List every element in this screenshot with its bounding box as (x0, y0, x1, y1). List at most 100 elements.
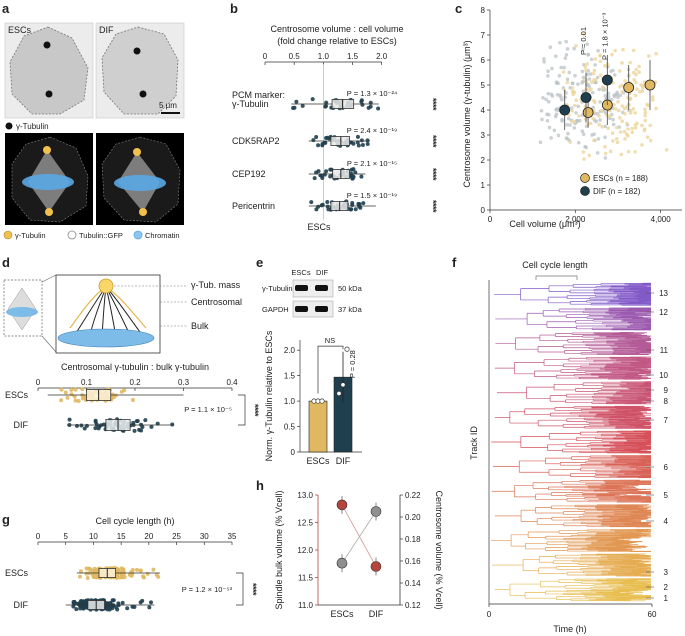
e-col-dif: DIF (316, 268, 329, 277)
b-row-point (328, 174, 333, 179)
c-esc-point (598, 73, 603, 78)
panel-b: Centrosome volume : cell volume (fold ch… (232, 24, 438, 232)
b-marker-label: γ-Tubulin (232, 99, 269, 109)
esc-centrosome-top (43, 146, 51, 154)
b-row-point (359, 174, 364, 179)
c-esc-point (590, 80, 594, 85)
c-esc-point (572, 103, 577, 108)
c-dif-point (595, 151, 600, 155)
g-x-tick-label: 5 (63, 532, 68, 541)
e-ns: NS (325, 336, 335, 345)
c-dif-point (576, 104, 581, 109)
c-esc-point (623, 137, 627, 141)
c-esc-point (642, 128, 647, 133)
g-row-point (130, 604, 135, 609)
c-esc-point (633, 126, 638, 130)
b-row-point (323, 104, 328, 109)
c-esc-point (584, 68, 588, 73)
e-band-gapdh-dif (315, 306, 328, 312)
c-dif-point (559, 95, 563, 100)
e-ylabel: Norm. γ-Tubulin relative to ESCs (264, 330, 274, 461)
c-esc-point (603, 151, 608, 156)
c-esc-point (592, 68, 597, 73)
c-dif-point (549, 136, 553, 140)
c-dif-point (598, 118, 602, 122)
e-y-tick-label: 0 (291, 448, 296, 457)
g-x-tick-label: 20 (144, 532, 153, 541)
c-esc-point (587, 153, 592, 158)
c-esc-point (622, 130, 627, 134)
c-dif-point (544, 97, 548, 102)
c-dif-point (581, 75, 586, 80)
b-stars: **** (428, 135, 438, 148)
f-bracket (535, 275, 578, 280)
b-x-tick-label: 2.0 (376, 52, 388, 61)
f-track-label: 9 (664, 386, 669, 395)
c-dif-point (580, 80, 584, 85)
panel-d: γ-Tub. mass Centrosomal Bulk (3, 274, 242, 354)
e-kda-37: 37 kDa (338, 305, 363, 314)
b-row-point (358, 205, 363, 210)
c-dif-point (583, 144, 587, 149)
g-x-tick-label: 15 (117, 532, 126, 541)
d-row-point (96, 426, 101, 431)
e-blot-gamma (292, 279, 334, 298)
c-dif-point (553, 54, 558, 59)
b-row-point (323, 140, 328, 145)
c-dif-point (545, 112, 549, 116)
d-chart-title: Centrosomal γ-tubulin : bulk γ-tubulin (61, 362, 209, 372)
c-dif-point (588, 72, 593, 76)
c-esc-point (610, 131, 615, 135)
d-row-point (122, 388, 127, 393)
d-row-point (74, 423, 79, 428)
c-dif-point (589, 57, 594, 62)
c-dif-point (556, 81, 560, 86)
e-blot-gapdh (292, 300, 334, 318)
c-esc-point (616, 108, 621, 113)
g-x-tick-label: 25 (172, 532, 181, 541)
c-dif-point (596, 137, 601, 141)
c-esc-point (630, 126, 634, 131)
b-pvalue: P = 2.4 × 10⁻¹⁹ (347, 126, 397, 135)
c-dif-point (565, 77, 570, 82)
esc-cell-outline (9, 26, 89, 115)
c-esc-point (568, 140, 573, 144)
panel-e-chart: 0 0.5 1.0 1.5 2.0 Norm. γ-Tubulin relative to… (264, 330, 362, 466)
b-row-point (365, 141, 370, 146)
c-dif-point (564, 136, 569, 140)
legend-chromatin-swatch (133, 230, 143, 240)
g-row-point (84, 566, 89, 571)
c-dif-point (558, 40, 562, 45)
c-pvalue-2: P = 1.8 × 10⁻³ (600, 12, 609, 60)
d-row-point (73, 398, 78, 403)
c-dif-point (564, 39, 568, 44)
c-dif-point (540, 117, 544, 122)
c-esc-point (593, 57, 598, 61)
b-row-point (325, 199, 330, 204)
panel-letter-d: d (2, 255, 10, 270)
c-dif-point (618, 93, 623, 98)
e-x-label: DIF (336, 456, 351, 466)
c-esc-point (583, 65, 588, 69)
e-col-esc: ESCs (291, 268, 310, 277)
c-esc-point (571, 89, 575, 94)
c-esc-point (588, 121, 593, 126)
b-x-tick-label: 0.5 (289, 52, 301, 61)
g-row-point (116, 601, 121, 606)
h-x-label: ESCs (330, 609, 354, 619)
c-dif-point (576, 82, 580, 86)
h-right-tick-label: 0.16 (405, 557, 421, 566)
b-row-point (351, 141, 356, 146)
e-y-tick-label: 2.0 (284, 346, 296, 355)
c-dif-point (567, 70, 572, 75)
c-esc-point (565, 80, 570, 85)
b-row-point (314, 170, 319, 175)
c-esc-point (614, 125, 619, 130)
e-y-tick-label: 1.0 (284, 397, 296, 406)
b-row-point (292, 105, 297, 110)
c-x-tick-label: 2,000 (565, 215, 586, 224)
h-x-label: DIF (369, 609, 384, 619)
c-y-tick-label: 0 (481, 206, 486, 215)
b-row-point (294, 99, 299, 104)
c-dif-point (554, 112, 559, 116)
